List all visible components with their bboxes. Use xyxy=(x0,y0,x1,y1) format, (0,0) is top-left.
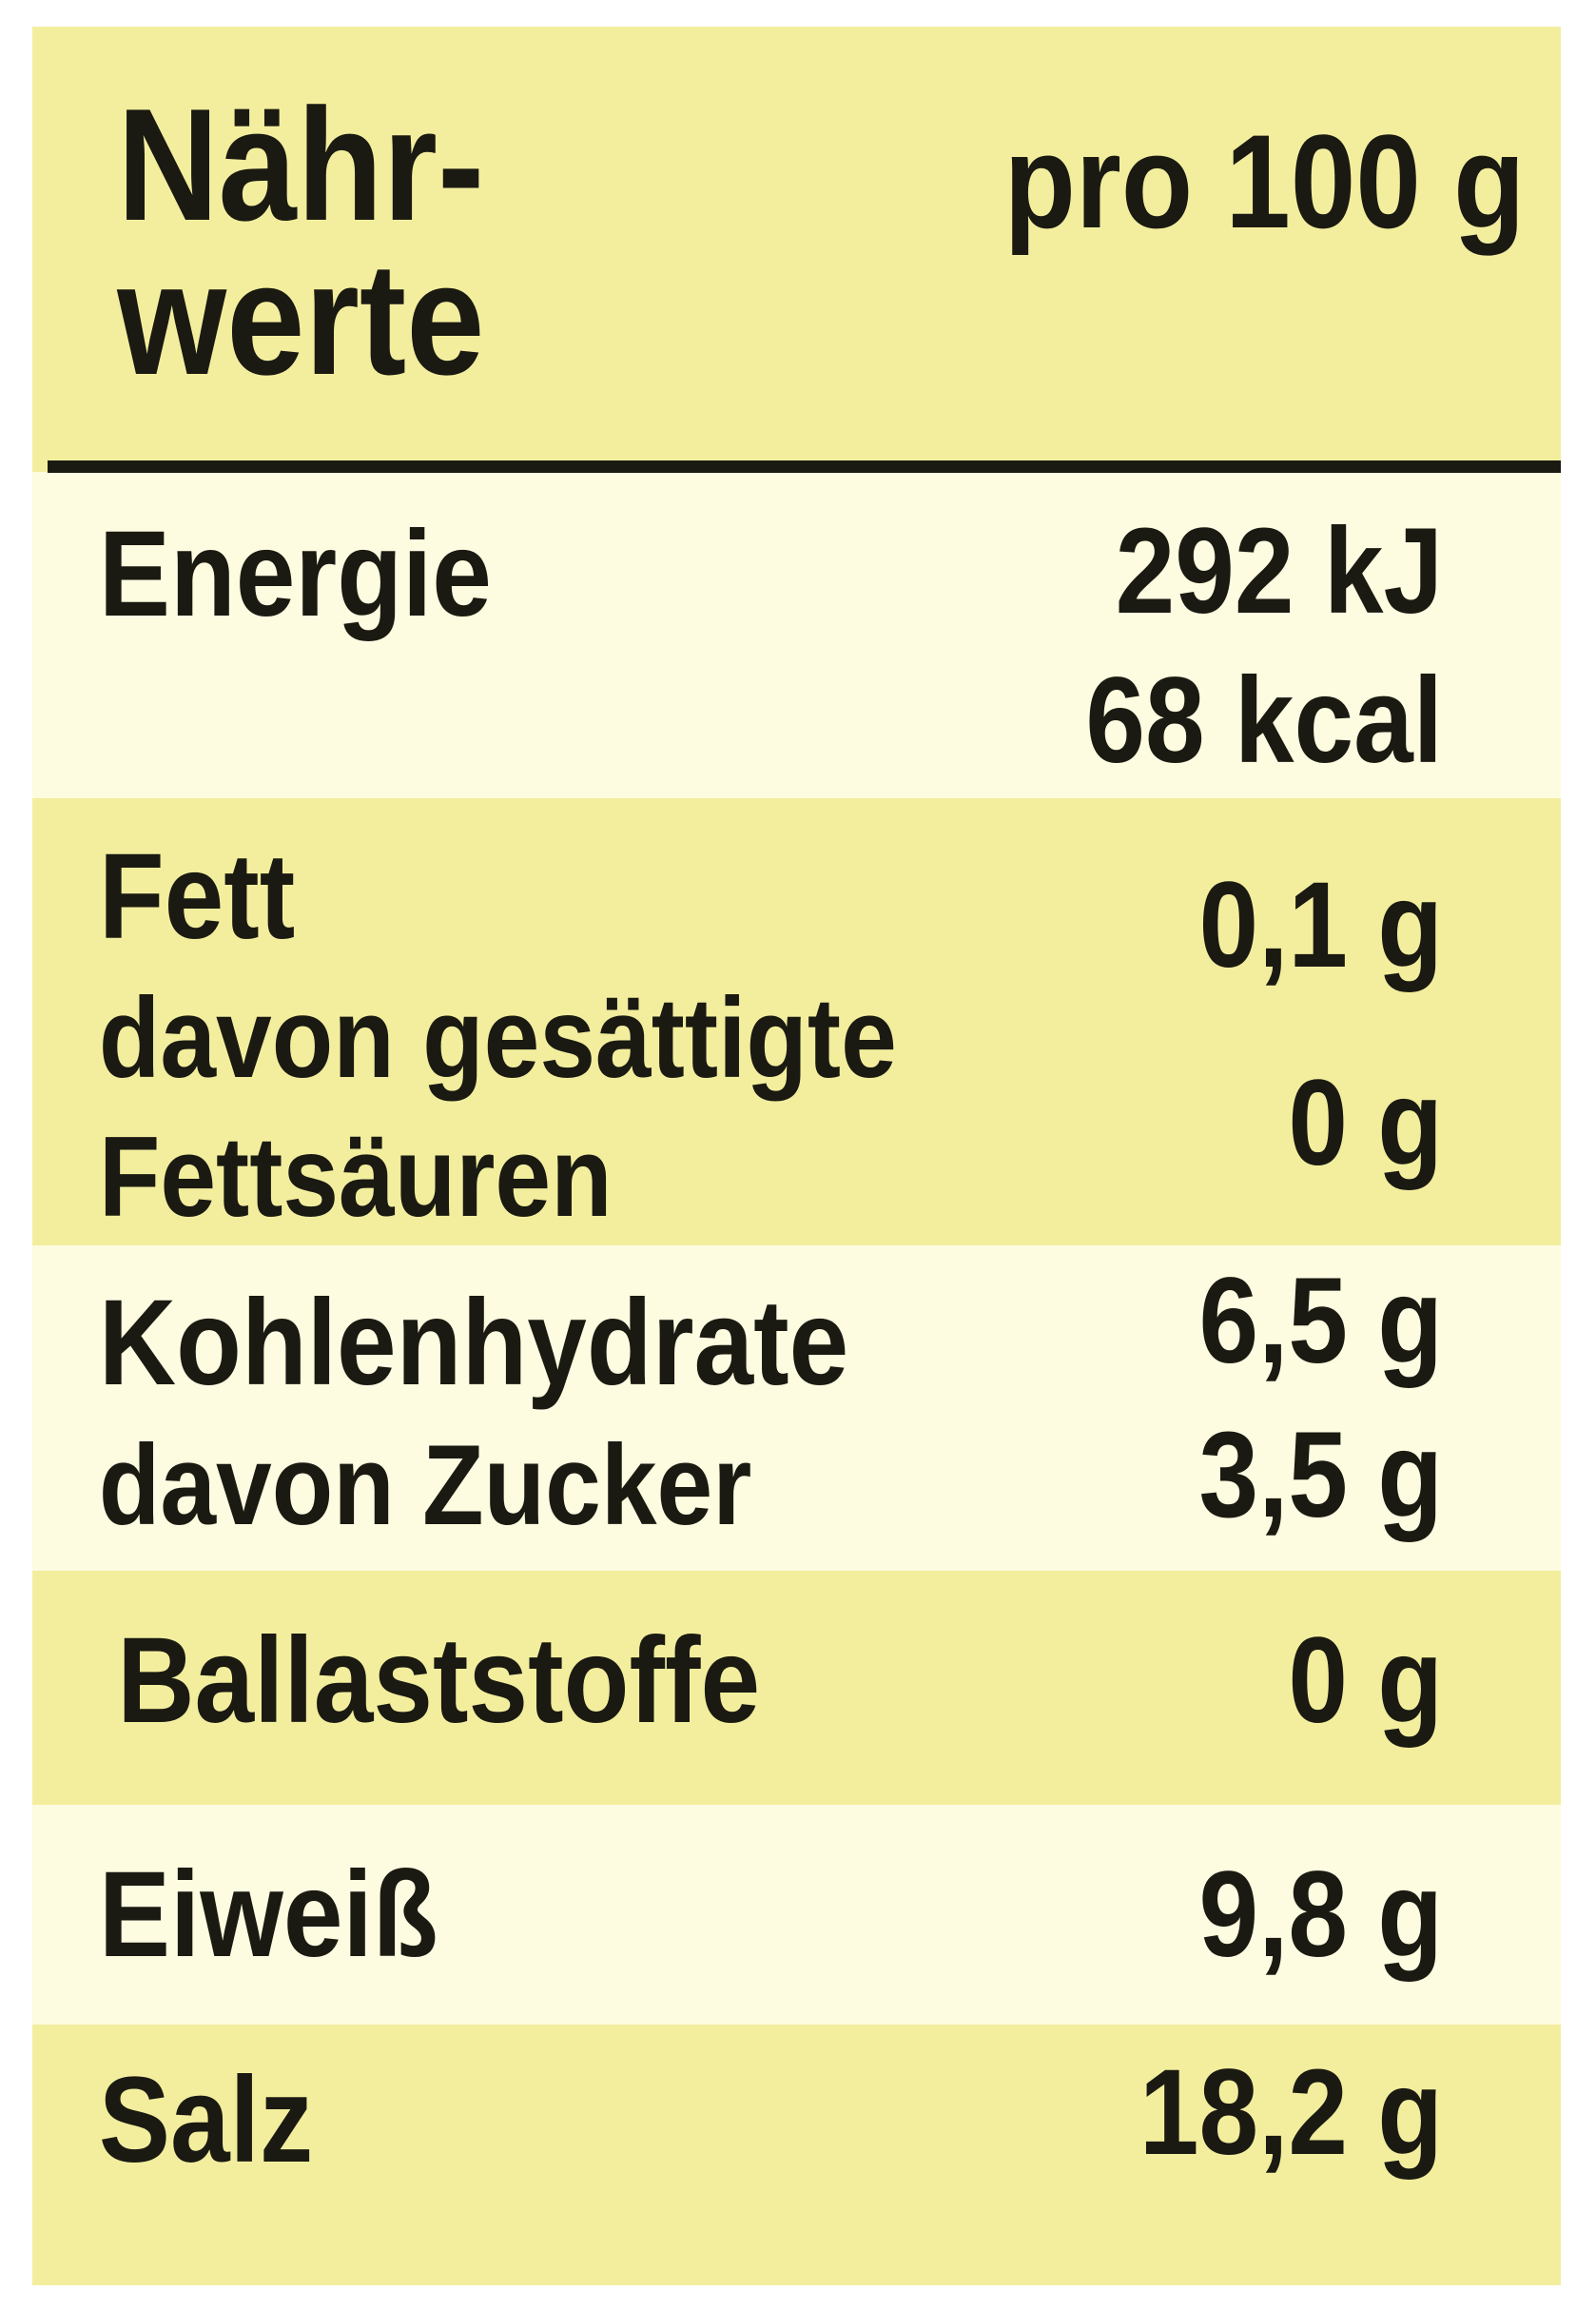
row-label: Fett xyxy=(99,828,295,964)
row-value: 68 kcal xyxy=(1085,652,1443,788)
row-label: Eiweiß xyxy=(99,1846,438,1982)
row-background xyxy=(32,1245,1561,1571)
row-label: Ballaststoffe xyxy=(117,1612,760,1748)
row-value: 9,8 g xyxy=(1198,1846,1443,1982)
text-layer: Nähr- werte pro 100 g Energie 292 kJ 68 … xyxy=(99,75,1526,2187)
row-label: Kohlenhydrate xyxy=(99,1274,848,1410)
row-label: davon Zucker xyxy=(99,1421,752,1549)
row-value: 0,1 g xyxy=(1198,856,1443,992)
header-title: Nähr- xyxy=(117,75,484,254)
column-header: pro 100 g xyxy=(1004,108,1526,256)
row-value: 0 g xyxy=(1288,1612,1443,1748)
row-background xyxy=(32,1805,1561,2025)
header-title: werte xyxy=(116,229,484,408)
row-label: davon gesättigte xyxy=(99,974,897,1102)
row-label: Salz xyxy=(99,2051,313,2187)
row-label: Energie xyxy=(99,505,492,641)
row-value: 3,5 g xyxy=(1198,1406,1443,1542)
row-value: 292 kJ xyxy=(1116,502,1443,638)
row-value: 6,5 g xyxy=(1198,1252,1443,1388)
row-label: Fettsäuren xyxy=(99,1113,613,1241)
row-value: 0 g xyxy=(1288,1054,1443,1190)
row-value: 18,2 g xyxy=(1139,2044,1443,2180)
row-background xyxy=(32,472,1561,798)
header-rule xyxy=(48,460,1561,473)
